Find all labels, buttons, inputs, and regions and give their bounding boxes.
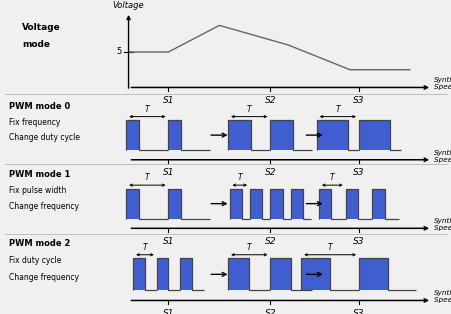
Polygon shape bbox=[301, 258, 329, 290]
Text: T: T bbox=[237, 173, 241, 182]
Text: PWM mode 0: PWM mode 0 bbox=[9, 102, 70, 111]
Polygon shape bbox=[126, 120, 138, 150]
Text: S1: S1 bbox=[162, 96, 174, 105]
Text: S1: S1 bbox=[162, 309, 174, 314]
Text: PWM mode 2: PWM mode 2 bbox=[9, 239, 70, 248]
Text: T: T bbox=[145, 105, 149, 114]
Text: 5: 5 bbox=[116, 47, 122, 57]
Text: S1: S1 bbox=[162, 168, 174, 177]
Text: T: T bbox=[246, 243, 251, 252]
Text: T: T bbox=[246, 105, 251, 114]
Text: Fix duty cycle: Fix duty cycle bbox=[9, 256, 61, 265]
Text: Synthetic
Speed (pps): Synthetic Speed (pps) bbox=[433, 77, 451, 90]
Text: Change duty cycle: Change duty cycle bbox=[9, 133, 80, 142]
Text: T: T bbox=[327, 243, 331, 252]
Text: mode: mode bbox=[22, 41, 50, 49]
Text: Synthetic
Speed (pps): Synthetic Speed (pps) bbox=[433, 290, 451, 303]
Polygon shape bbox=[270, 120, 293, 150]
Text: S1: S1 bbox=[162, 236, 174, 246]
Polygon shape bbox=[358, 120, 390, 150]
Text: S3: S3 bbox=[352, 309, 364, 314]
Polygon shape bbox=[270, 258, 291, 290]
Polygon shape bbox=[168, 120, 181, 150]
Polygon shape bbox=[371, 189, 384, 219]
Text: S2: S2 bbox=[264, 168, 276, 177]
Text: Voltage: Voltage bbox=[112, 1, 144, 10]
Text: S2: S2 bbox=[264, 96, 276, 105]
Text: S2: S2 bbox=[264, 236, 276, 246]
Polygon shape bbox=[156, 258, 168, 290]
Text: Change frequency: Change frequency bbox=[9, 273, 79, 282]
Text: Voltage: Voltage bbox=[22, 23, 61, 32]
Polygon shape bbox=[358, 258, 387, 290]
Polygon shape bbox=[126, 189, 138, 219]
Text: T: T bbox=[143, 243, 147, 252]
Text: T: T bbox=[335, 105, 340, 114]
Text: S3: S3 bbox=[352, 236, 364, 246]
Polygon shape bbox=[133, 258, 145, 290]
Polygon shape bbox=[316, 120, 348, 150]
Polygon shape bbox=[318, 189, 331, 219]
Text: T: T bbox=[145, 173, 149, 182]
Polygon shape bbox=[270, 189, 282, 219]
Text: Synthetic
Speed (pps): Synthetic Speed (pps) bbox=[433, 150, 451, 163]
Text: Fix frequency: Fix frequency bbox=[9, 117, 60, 127]
Text: S3: S3 bbox=[352, 168, 364, 177]
Text: S2: S2 bbox=[264, 309, 276, 314]
Polygon shape bbox=[249, 189, 262, 219]
Polygon shape bbox=[290, 189, 303, 219]
Polygon shape bbox=[345, 189, 357, 219]
Polygon shape bbox=[228, 120, 251, 150]
Polygon shape bbox=[228, 258, 249, 290]
Polygon shape bbox=[168, 189, 180, 219]
Polygon shape bbox=[229, 189, 241, 219]
Text: T: T bbox=[329, 173, 334, 182]
Text: S3: S3 bbox=[352, 96, 364, 105]
Text: PWM mode 1: PWM mode 1 bbox=[9, 171, 70, 179]
Text: Synthetic
Speed (pps): Synthetic Speed (pps) bbox=[433, 218, 451, 231]
Text: Change frequency: Change frequency bbox=[9, 202, 79, 211]
Text: Fix pulse width: Fix pulse width bbox=[9, 186, 66, 195]
Polygon shape bbox=[180, 258, 192, 290]
